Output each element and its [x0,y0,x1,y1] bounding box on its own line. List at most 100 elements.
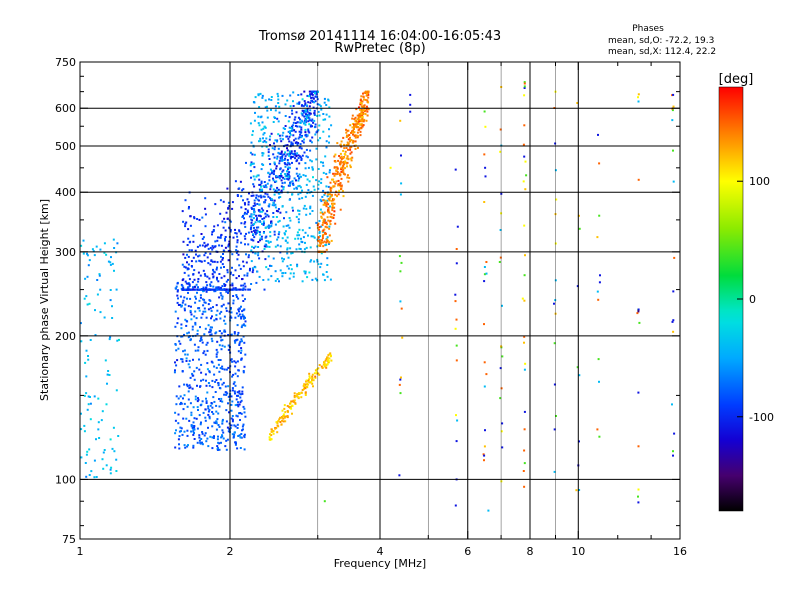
data-point [240,399,243,402]
data-point [672,330,675,333]
data-point [284,125,287,127]
legend-line-o: mean, sd,O: -72.2, 19.3 [608,36,714,46]
data-point [94,309,96,312]
data-point [360,109,363,111]
data-point [327,219,330,222]
data-point [315,93,318,96]
data-point [309,246,312,249]
data-point [88,259,91,262]
data-point [335,169,338,172]
data-point [236,394,238,397]
data-point [280,150,283,153]
data-point [177,304,180,306]
data-point [234,372,237,375]
data-point [326,223,328,226]
data-point [179,303,182,306]
data-point [241,390,244,393]
data-point [218,344,221,347]
data-point [455,248,458,250]
data-point [229,220,232,223]
data-point [275,167,278,170]
data-point [265,145,268,148]
data-point [271,430,274,433]
data-point [306,94,309,97]
data-point [233,431,236,434]
data-point [309,139,312,142]
data-point [344,150,347,153]
data-point [325,248,328,251]
data-point [207,413,210,416]
data-point [229,307,232,309]
data-point [209,330,212,333]
data-point [309,159,312,162]
data-point [294,157,297,160]
data-point [230,424,233,427]
data-point [242,423,245,426]
data-point [298,209,301,212]
data-point [236,447,239,450]
data-point [249,228,252,231]
data-point [323,365,326,368]
data-point [341,169,344,172]
data-point [177,413,180,416]
data-point [198,218,201,221]
data-point [305,379,308,382]
data-point [196,384,198,387]
data-point [597,298,600,301]
data-point [262,279,265,281]
data-point [307,114,310,117]
data-point [203,434,206,437]
data-point [239,436,242,439]
data-point [279,211,282,214]
data-point [199,244,201,247]
data-point [213,260,216,263]
data-point [105,464,108,467]
data-point [178,340,181,343]
data-point [306,385,308,388]
data-point [303,270,306,273]
data-point [175,349,178,352]
data-point [304,131,307,134]
data-point [346,165,348,168]
data-point [205,343,208,346]
data-point [275,180,278,183]
data-point [259,189,262,192]
data-point [189,297,192,300]
data-point [311,194,314,197]
data-point [184,199,187,202]
data-point [185,417,188,420]
data-point [274,245,277,248]
data-point [342,136,345,139]
data-point [184,266,187,269]
data-point [197,409,199,411]
data-point [204,288,207,291]
data-point [109,289,112,291]
data-point [280,175,283,178]
data-point [248,192,250,195]
data-point [318,226,321,229]
data-point [272,216,275,218]
data-point [267,268,270,271]
data-point [315,131,318,134]
data-point [278,196,280,199]
data-point [553,342,556,345]
data-point [313,126,316,129]
data-point [194,295,197,298]
data-point [186,332,189,335]
data-point [300,147,303,150]
data-point [253,178,256,181]
data-point [297,94,300,96]
data-point [311,382,314,385]
data-point [235,294,238,297]
data-point [226,217,229,220]
data-point [298,102,301,105]
data-point [191,424,194,427]
data-point [224,445,227,448]
data-point [188,285,191,287]
data-point [278,192,281,195]
x-tick-label: 1 [77,545,84,558]
data-point [262,141,265,143]
data-point [215,314,218,317]
data-point [287,137,290,140]
data-point [362,98,365,101]
